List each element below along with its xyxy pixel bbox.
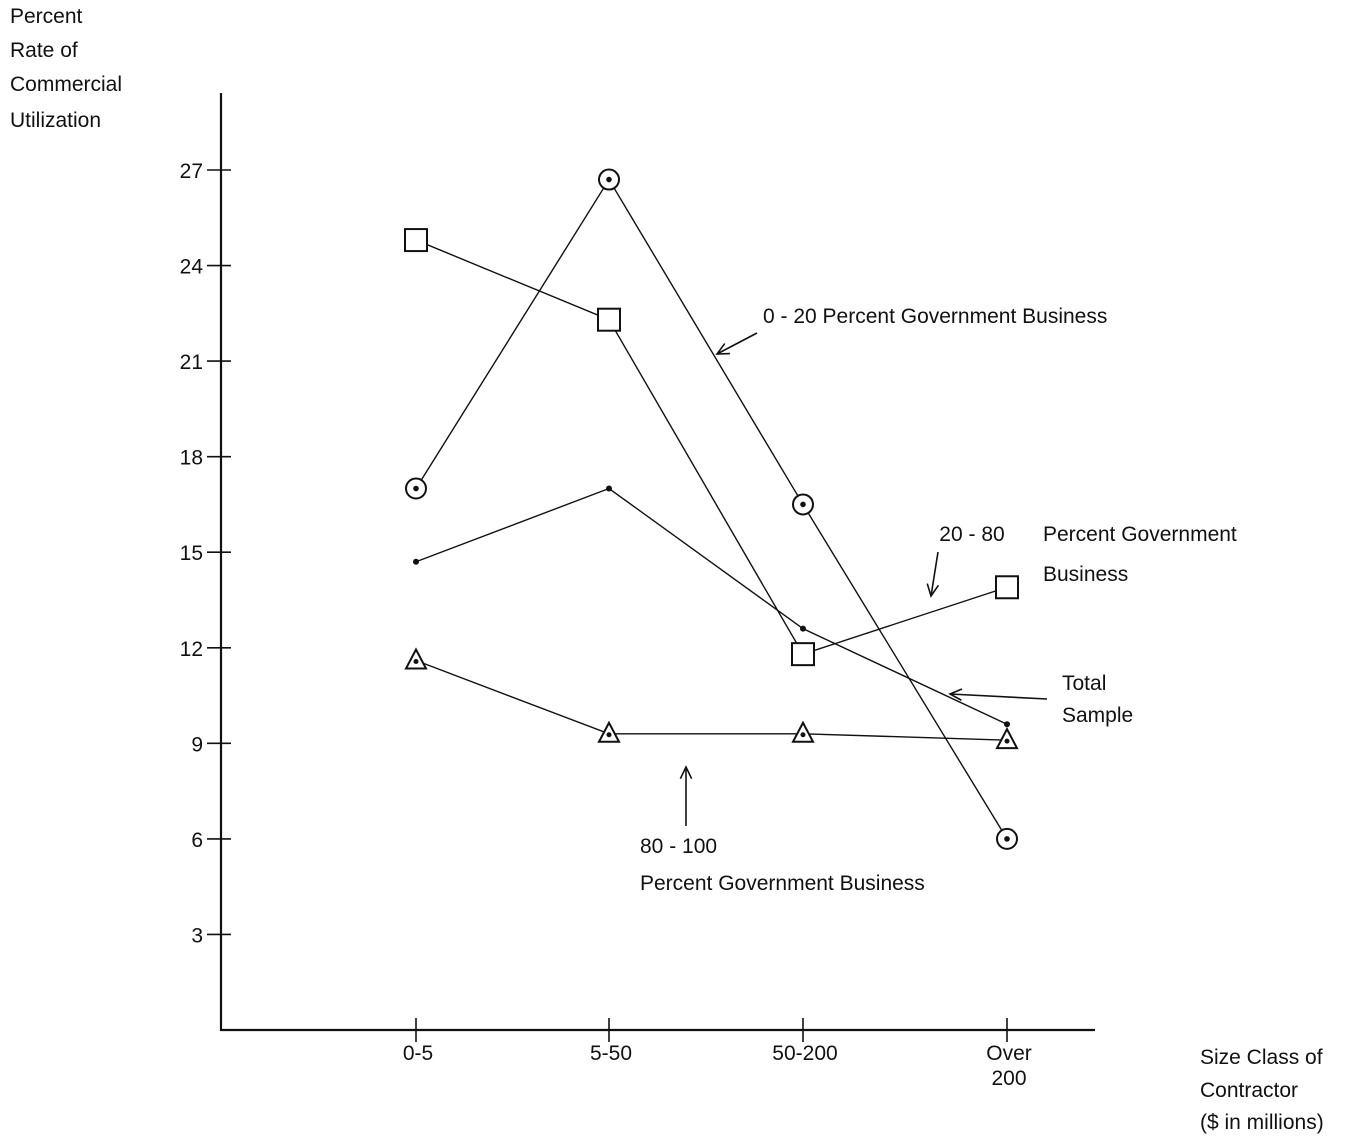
y-tick-label: 3: [191, 924, 203, 947]
marker-center-dot: [1004, 836, 1010, 842]
y-tick-label: 6: [191, 829, 203, 852]
series-annotation-label: Business: [1043, 563, 1128, 586]
marker-center-dot: [606, 732, 612, 738]
x-tick-label: 5-50: [590, 1042, 632, 1065]
square-marker: [791, 642, 815, 667]
series-annotation-label: Sample: [1062, 704, 1133, 727]
series-annotation-label: 20 - 80: [939, 523, 1004, 546]
series-line-1: [415, 178, 1008, 840]
x-axis-title-line: ($ in millions): [1200, 1111, 1324, 1134]
y-tick-label: 21: [180, 351, 203, 374]
x-tick-label: Over: [986, 1042, 1032, 1065]
dot-marker: [800, 625, 806, 632]
x-tick-label: 0-5: [403, 1042, 433, 1065]
series-annotation-label: Percent Government: [1043, 523, 1237, 546]
series-annotation-label: Total: [1062, 672, 1106, 695]
square-marker: [995, 575, 1019, 600]
y-axis-title-line: Utilization: [10, 109, 102, 132]
annotation-arrow-head: [679, 765, 693, 780]
marker-center-dot: [606, 176, 612, 183]
series-line-4: [415, 659, 1008, 741]
x-tick-label: 50-200: [772, 1042, 837, 1065]
y-tick-label: 18: [180, 447, 203, 470]
y-tick-label: 15: [180, 542, 203, 565]
y-tick-label: 24: [180, 256, 204, 279]
series-line-3: [415, 487, 1008, 725]
y-axis-title-line: Percent: [10, 5, 83, 28]
marker-center-dot: [800, 501, 806, 508]
annotation-arrow-head: [715, 343, 731, 355]
x-axis-title-line: Size Class of: [1200, 1046, 1323, 1069]
series-line-2: [415, 239, 1008, 655]
dot-marker: [413, 558, 419, 565]
marker-center-dot: [413, 659, 419, 665]
annotation-arrow-shaft: [716, 332, 758, 355]
y-tick-label: 9: [191, 733, 203, 756]
square-marker: [597, 307, 621, 332]
y-tick-label: 27: [180, 160, 203, 183]
x-axis-title-line: Contractor: [1200, 1079, 1299, 1102]
y-axis-title-line: Commercial: [10, 73, 123, 96]
annotation-arrow-head: [948, 688, 963, 701]
annotation-arrow-shaft: [949, 693, 1048, 700]
marker-center-dot: [800, 732, 806, 738]
marker-center-dot: [1004, 738, 1010, 744]
marker-center-dot: [413, 485, 419, 492]
x-tick-label: 200: [991, 1067, 1026, 1090]
y-axis-title-line: Rate of: [10, 39, 78, 62]
series-annotation-label: 0 - 20 Percent Government Business: [763, 305, 1107, 328]
annotation-arrow-shaft: [930, 551, 939, 597]
series-annotation-label: 80 - 100: [640, 835, 717, 858]
y-tick-label: 12: [180, 638, 203, 661]
dot-marker: [1004, 721, 1010, 728]
series-annotation-label: Percent Government Business: [640, 872, 925, 895]
square-marker: [404, 228, 428, 253]
annotation-arrow-head: [926, 583, 940, 598]
dot-marker: [606, 485, 612, 492]
